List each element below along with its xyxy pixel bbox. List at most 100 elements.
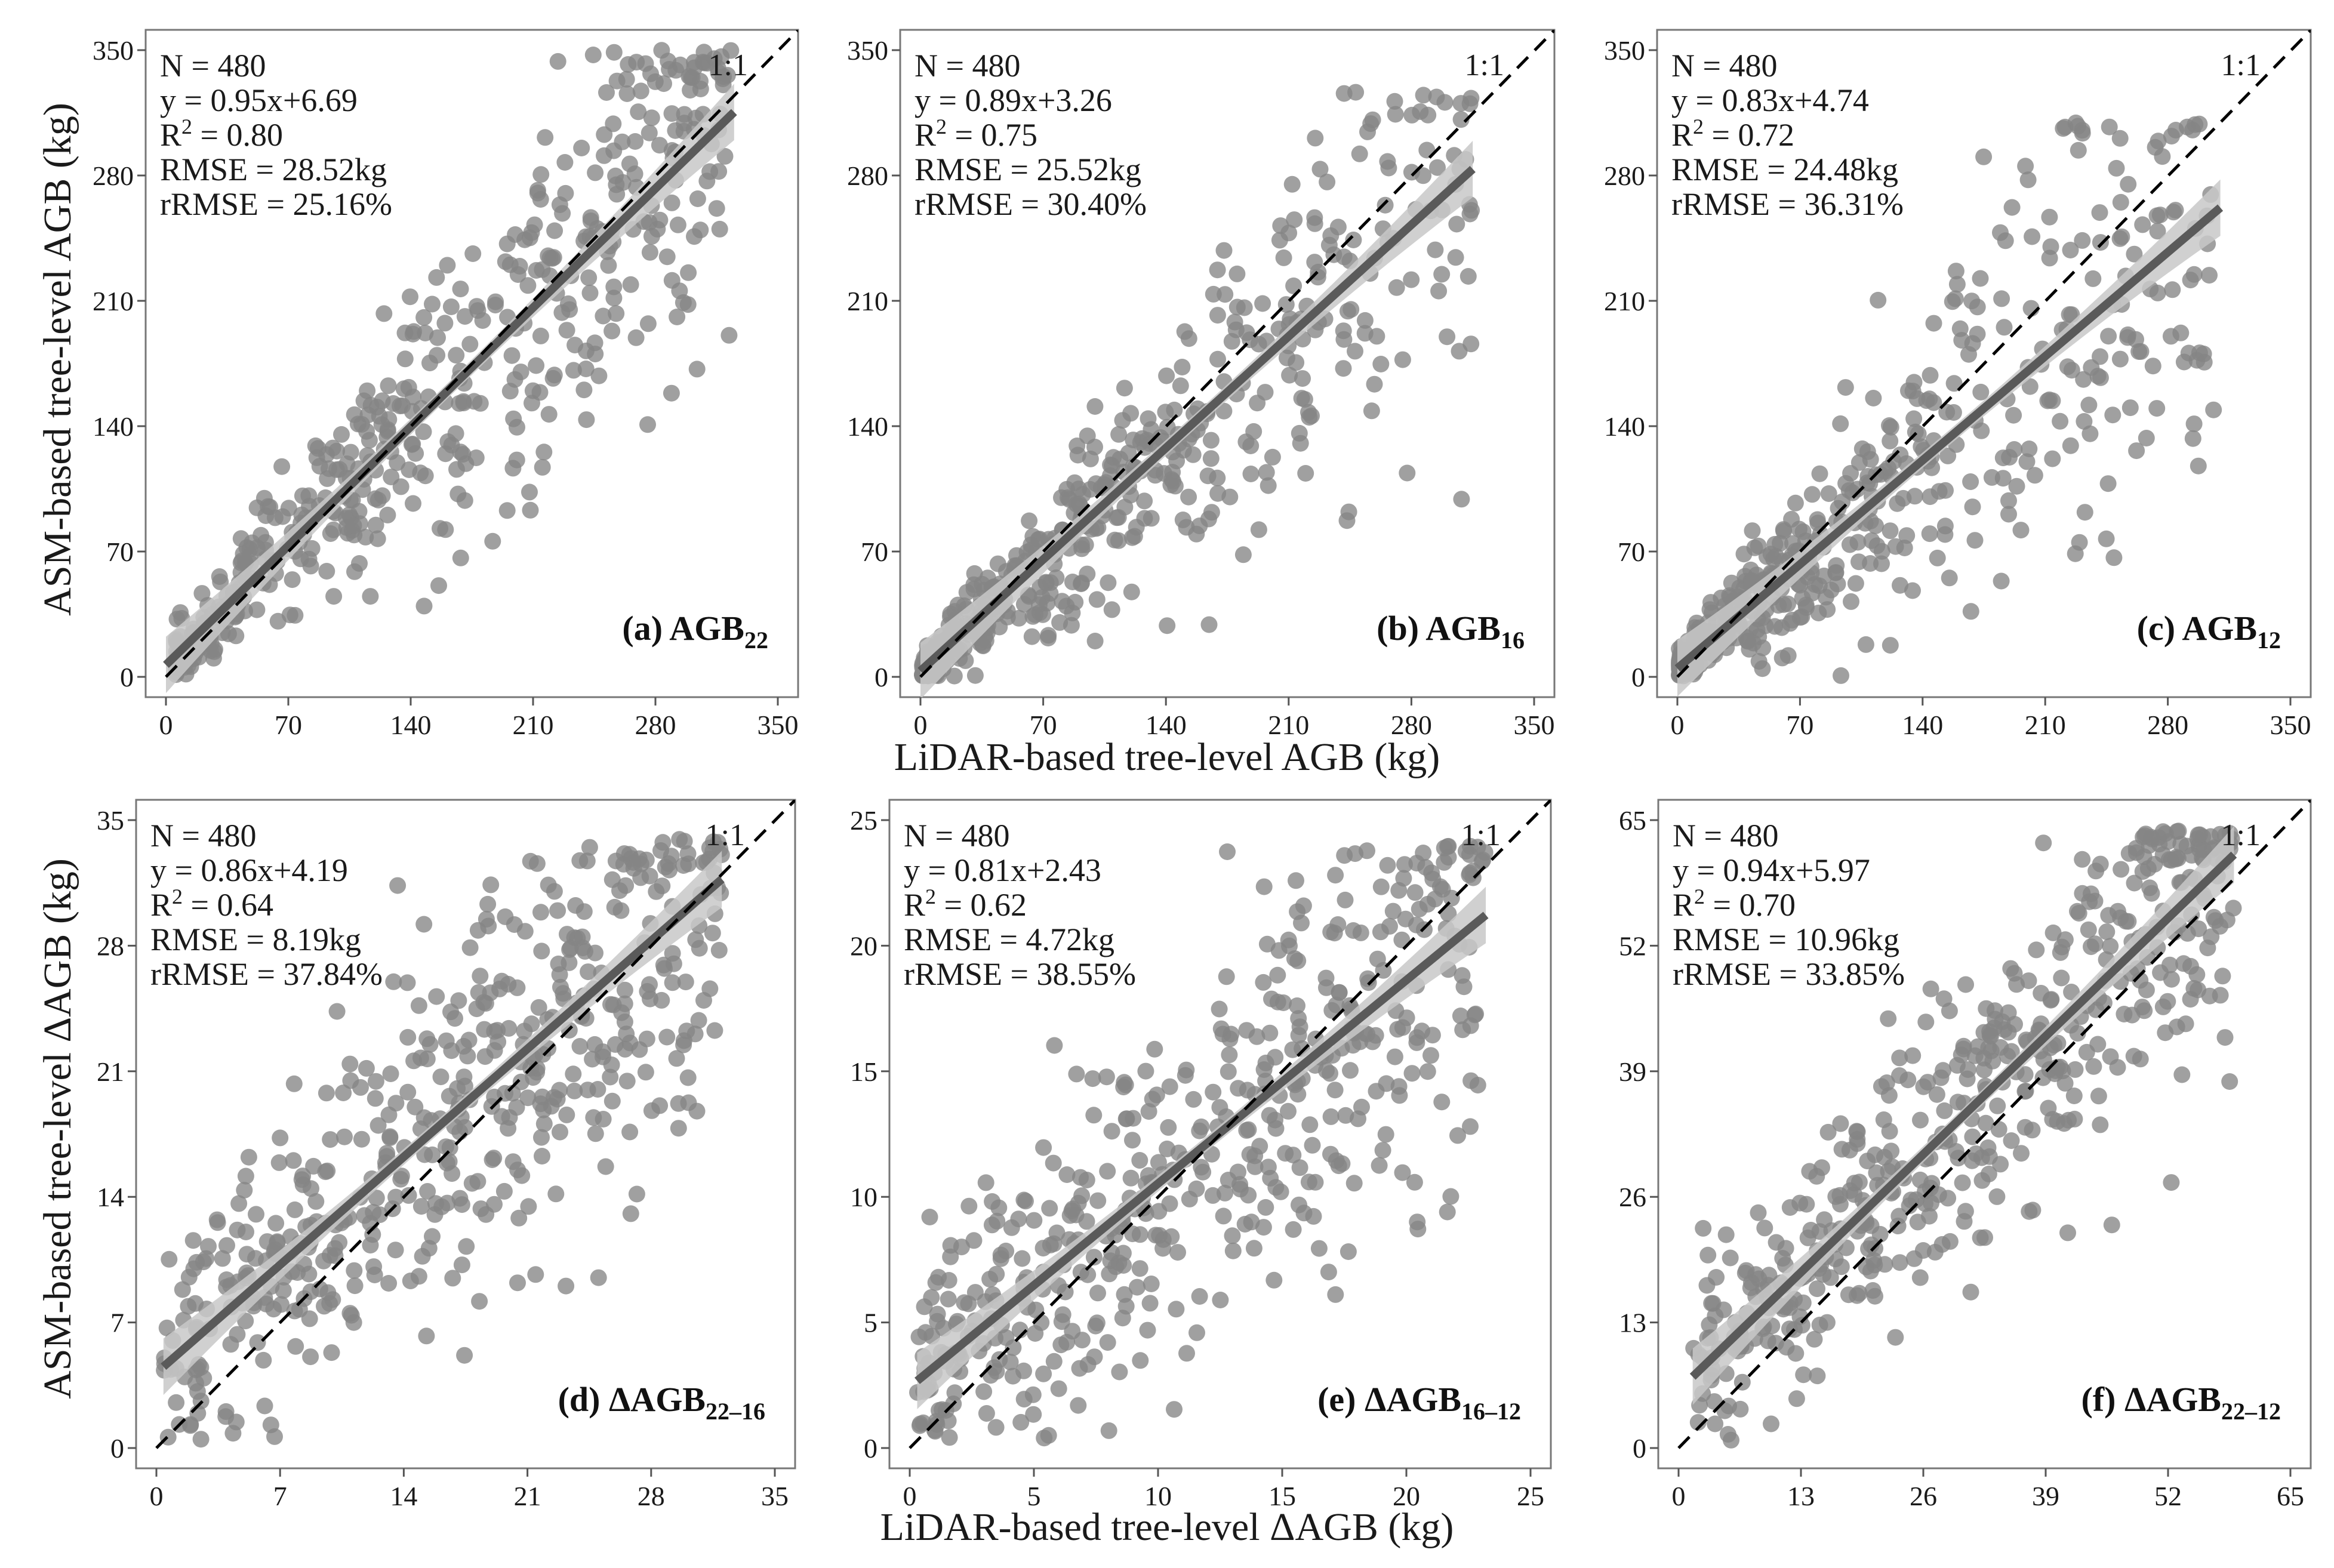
scatter-point <box>1742 561 1759 578</box>
scatter-point <box>1409 1213 1426 1231</box>
scatter-point <box>1892 577 1908 594</box>
y-tick-label: 210 <box>1604 286 1645 316</box>
scatter-point <box>1258 464 1275 481</box>
scatter-point <box>1288 354 1305 371</box>
scatter-point <box>701 839 718 857</box>
panel-b: 0 70 140 210 280 350 0 70 140 210 280 350 1:1 N = 480… <box>847 29 1556 740</box>
scatter-point <box>1272 217 1289 235</box>
scatter-point <box>1905 1250 1923 1267</box>
scatter-point <box>258 1295 275 1313</box>
panel-frame <box>1657 799 2312 1470</box>
scatter-point <box>401 461 418 478</box>
scatter-point <box>1929 549 1946 566</box>
scatter-point <box>531 384 549 401</box>
scatter-point <box>661 861 678 879</box>
scatter-point <box>1950 1150 1967 1167</box>
scatter-point <box>1221 1046 1238 1064</box>
scatter-point <box>458 1238 475 1255</box>
panel-frame <box>1656 29 2312 698</box>
scatter-point <box>1111 1363 1128 1381</box>
scatter-point <box>367 516 384 534</box>
scatter-point <box>358 1059 375 1077</box>
scatter-point <box>1811 1316 1828 1333</box>
scatter-point <box>1351 145 1368 162</box>
scatter-point <box>1873 543 1890 560</box>
scatter-point <box>716 147 734 165</box>
scatter-point <box>1850 1173 1868 1191</box>
scatter-point <box>436 315 454 332</box>
scatter-point <box>1291 1018 1308 1036</box>
scatter-point <box>1744 522 1761 540</box>
scatter-point <box>546 366 563 384</box>
scatter-point <box>1791 520 1808 538</box>
scatter-point <box>1224 1242 1242 1259</box>
scatter-point <box>1174 359 1191 375</box>
scatter-point <box>1089 1284 1106 1302</box>
scatter-point <box>1918 392 1935 409</box>
scatter-point <box>1039 630 1057 646</box>
scatter-point <box>910 1328 928 1345</box>
scatter-point <box>1184 446 1202 463</box>
scatter-point <box>1837 379 1854 396</box>
scatter-point <box>1209 350 1226 368</box>
scatter-point <box>345 1314 362 1331</box>
scatter-point <box>1048 569 1065 586</box>
y-tick-label: 0 <box>120 662 134 692</box>
scatter-point <box>1959 1070 1976 1088</box>
scatter-point <box>367 1090 384 1107</box>
x-tick-label: 70 <box>275 710 302 740</box>
scatter-point <box>405 1052 423 1070</box>
one-to-one-line <box>1677 800 2311 1449</box>
scatter-point <box>486 1088 503 1105</box>
scatter-point <box>453 1256 470 1274</box>
scatter-point <box>1035 1139 1052 1156</box>
scatter-point <box>380 1275 398 1292</box>
x-tick-label: 280 <box>1391 710 1432 740</box>
scatter-point <box>1335 331 1353 348</box>
scatter-point <box>1255 878 1273 895</box>
scatter-point <box>509 1274 526 1292</box>
scatter-point <box>229 1326 246 1343</box>
scatter-point <box>2000 492 2017 509</box>
scatter-point <box>1754 639 1772 657</box>
scatter-point <box>319 470 336 487</box>
scatter-point <box>678 1022 695 1040</box>
stat-line: y = 0.83x+4.74 <box>1671 82 1869 118</box>
scatter-point <box>622 276 639 293</box>
scatter-point <box>1342 1062 1359 1079</box>
y-tick-label: 10 <box>850 1182 877 1212</box>
scatter-point <box>1963 292 1981 310</box>
panel-frame <box>899 29 1556 698</box>
scatter-point <box>1326 1082 1344 1099</box>
scatter-point <box>534 1088 551 1105</box>
scatter-point <box>1242 466 1260 482</box>
x-tick-label: 14 <box>390 1481 417 1511</box>
scatter-point <box>2013 1145 2030 1162</box>
scatter-point <box>1862 451 1879 468</box>
scatter-point <box>1345 1175 1363 1192</box>
scatter-point <box>1419 1063 1436 1080</box>
scatter-point <box>1289 903 1306 920</box>
y-tick-label: 0 <box>875 662 888 692</box>
scatter-point <box>1272 1183 1289 1200</box>
scatter-point <box>1246 1147 1264 1165</box>
scatter-point <box>402 288 418 306</box>
scatter-point <box>504 1153 522 1170</box>
scatter-point <box>637 1064 654 1081</box>
scatter-point <box>590 1269 607 1286</box>
scatter-point <box>500 1019 518 1037</box>
scatter-point <box>1371 1157 1388 1174</box>
panel-label: (b) AGB16 <box>1377 609 1525 654</box>
scatter-point <box>1281 366 1298 384</box>
scatter-point <box>325 588 343 605</box>
scatter-point <box>658 1028 676 1046</box>
scatter-point <box>1250 521 1267 538</box>
scatter-point <box>493 972 510 990</box>
scatter-point <box>346 563 363 580</box>
scatter-point <box>1847 575 1864 592</box>
scatter-point <box>1394 351 1411 368</box>
scatter-point <box>258 1233 276 1250</box>
scatter-point <box>1283 175 1301 193</box>
scatter-point <box>1921 1207 1938 1225</box>
scatter-point <box>1077 536 1094 553</box>
